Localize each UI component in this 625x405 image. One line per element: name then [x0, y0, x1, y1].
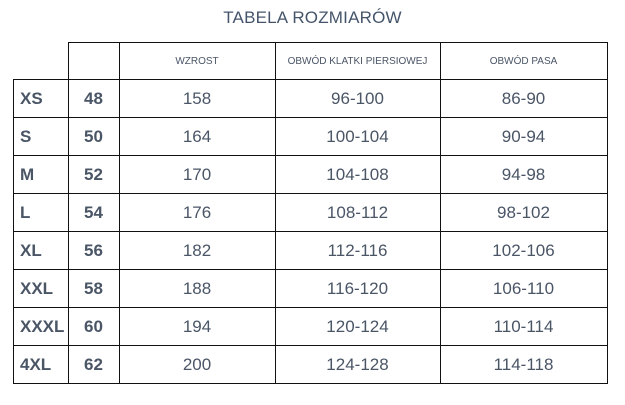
cell-chest: 100-104 [274, 117, 441, 156]
cell-size: S [13, 117, 69, 156]
cell-size: XS [13, 79, 69, 118]
cell-chest: 116-120 [274, 269, 441, 308]
cell-height: 170 [118, 155, 276, 194]
header-empty-size [14, 43, 69, 80]
table-row: 4XL 62 200 124-128 114-118 [13, 345, 608, 384]
cell-height: 176 [118, 193, 276, 232]
cell-chest: 124-128 [274, 345, 441, 384]
table-row: S 50 164 100-104 90-94 [13, 117, 608, 156]
cell-waist: 86-90 [439, 79, 608, 118]
cell-waist: 102-106 [439, 231, 608, 270]
cell-eu: 62 [67, 345, 120, 384]
page-title: TABELA ROZMIARÓW [223, 8, 402, 27]
size-table: WZROST OBWÓD KLATKI PIERSIOWEJ OBWÓD PAS… [13, 42, 608, 384]
cell-size: M [13, 155, 69, 194]
cell-chest: 108-112 [274, 193, 441, 232]
cell-chest: 104-108 [274, 155, 441, 194]
cell-size: XL [13, 231, 69, 270]
table-row: L 54 176 108-112 98-102 [13, 193, 608, 232]
cell-waist: 94-98 [439, 155, 608, 194]
cell-waist: 110-114 [439, 307, 608, 346]
cell-chest: 96-100 [274, 79, 441, 118]
cell-chest: 120-124 [274, 307, 441, 346]
table-row: XS 48 158 96-100 86-90 [13, 79, 608, 118]
cell-height: 194 [118, 307, 276, 346]
cell-eu: 58 [67, 269, 120, 308]
cell-waist: 90-94 [439, 117, 608, 156]
cell-waist: 114-118 [439, 345, 608, 384]
cell-chest: 112-116 [274, 231, 441, 270]
cell-eu: 50 [67, 117, 120, 156]
cell-size: L [13, 193, 69, 232]
cell-size: XXL [13, 269, 69, 308]
table-row: M 52 170 104-108 94-98 [13, 155, 608, 194]
cell-waist: 98-102 [439, 193, 608, 232]
header-empty-number [67, 42, 120, 80]
cell-eu: 48 [67, 79, 120, 118]
cell-height: 188 [118, 269, 276, 308]
cell-size: XXXL [13, 307, 69, 346]
cell-height: 158 [118, 79, 276, 118]
cell-size: 4XL [13, 345, 69, 384]
table-header-row: WZROST OBWÓD KLATKI PIERSIOWEJ OBWÓD PAS… [14, 42, 608, 80]
cell-height: 182 [118, 231, 276, 270]
header-waist: OBWÓD PASA [439, 42, 608, 80]
table-row: XXL 58 188 116-120 106-110 [13, 269, 608, 308]
cell-waist: 106-110 [439, 269, 608, 308]
header-chest: OBWÓD KLATKI PIERSIOWEJ [274, 42, 441, 80]
cell-height: 200 [118, 345, 276, 384]
cell-eu: 56 [67, 231, 120, 270]
cell-eu: 54 [67, 193, 120, 232]
header-height: WZROST [118, 42, 276, 80]
cell-eu: 60 [67, 307, 120, 346]
cell-eu: 52 [67, 155, 120, 194]
table-row: XXXL 60 194 120-124 110-114 [13, 307, 608, 346]
table-row: XL 56 182 112-116 102-106 [13, 231, 608, 270]
cell-height: 164 [118, 117, 276, 156]
